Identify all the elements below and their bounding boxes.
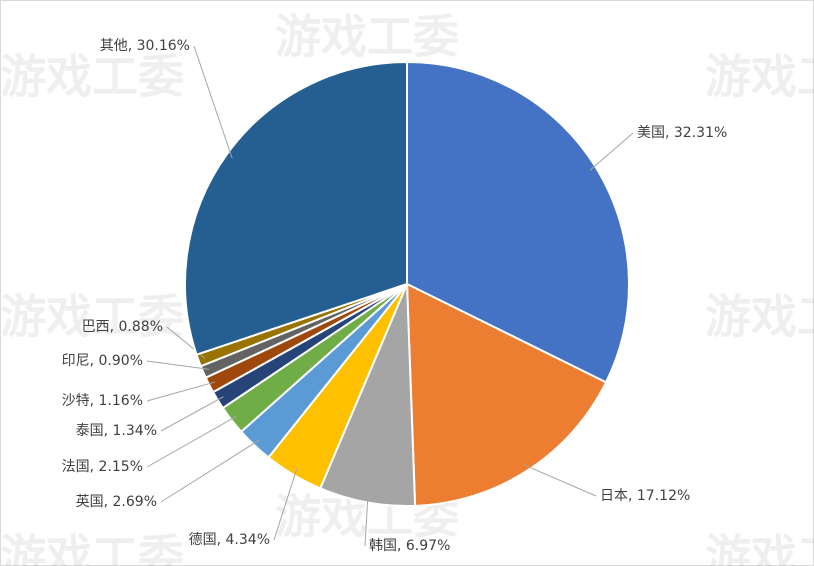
leader-line — [589, 132, 634, 171]
pie-slice — [184, 60, 408, 356]
watermark: 游戏工委 — [705, 50, 814, 104]
data-label: 泰国, 1.34% — [76, 423, 157, 439]
category-label: 法国 — [62, 459, 90, 475]
data-label: 美国, 32.31% — [637, 125, 727, 141]
data-label: 法国, 2.15% — [62, 459, 143, 475]
category-label: 印尼 — [62, 353, 90, 369]
value-label: , 0.88% — [110, 319, 163, 335]
value-label: , 2.69% — [104, 494, 157, 510]
pie-slice — [406, 60, 630, 384]
leader-line — [146, 415, 238, 468]
data-label: 沙特, 1.16% — [62, 393, 143, 409]
value-label: , 1.16% — [90, 393, 143, 409]
category-label: 其他 — [100, 38, 128, 54]
data-label: 德国, 4.34% — [189, 532, 270, 548]
data-label: 其他, 30.16% — [100, 38, 190, 54]
leader-line — [160, 439, 260, 503]
category-label: 韩国 — [369, 538, 397, 554]
value-label: , 17.12% — [628, 488, 690, 504]
watermark: 游戏工委 — [705, 290, 814, 344]
value-label: , 1.34% — [104, 423, 157, 439]
leader-line — [146, 381, 216, 402]
category-label: 巴西 — [82, 319, 110, 335]
value-label: , 32.31% — [665, 125, 727, 141]
leader-line — [364, 495, 369, 547]
value-label: , 6.97% — [397, 538, 450, 554]
category-label: 美国 — [637, 125, 665, 141]
value-label: , 0.90% — [90, 353, 143, 369]
category-label: 沙特 — [62, 393, 90, 409]
watermark: 游戏工委 — [0, 290, 184, 344]
leader-line — [523, 464, 597, 497]
category-label: 泰国 — [76, 423, 104, 439]
leader-line — [273, 468, 298, 541]
data-label: 印尼, 0.90% — [62, 353, 143, 369]
category-label: 德国 — [189, 532, 217, 548]
category-label: 日本 — [600, 488, 628, 504]
category-label: 英国 — [76, 493, 104, 510]
watermark: 游戏工委 — [705, 530, 814, 566]
data-label: 英国, 2.69% — [76, 493, 157, 510]
data-label: 日本, 17.12% — [600, 488, 690, 504]
watermark: 游戏工委 — [275, 10, 459, 64]
data-label: 巴西, 0.88% — [82, 319, 163, 335]
data-label: 韩国, 6.97% — [369, 538, 450, 554]
value-label: , 2.15% — [90, 459, 143, 475]
value-label: , 4.34% — [217, 532, 270, 548]
pie-slice — [405, 282, 608, 507]
watermark: 游戏工委 — [0, 50, 184, 104]
leader-line — [146, 360, 210, 370]
watermark: 游戏工委 — [0, 530, 184, 566]
leader-line — [160, 396, 224, 432]
value-label: , 30.16% — [128, 38, 190, 54]
leader-line — [193, 45, 233, 159]
